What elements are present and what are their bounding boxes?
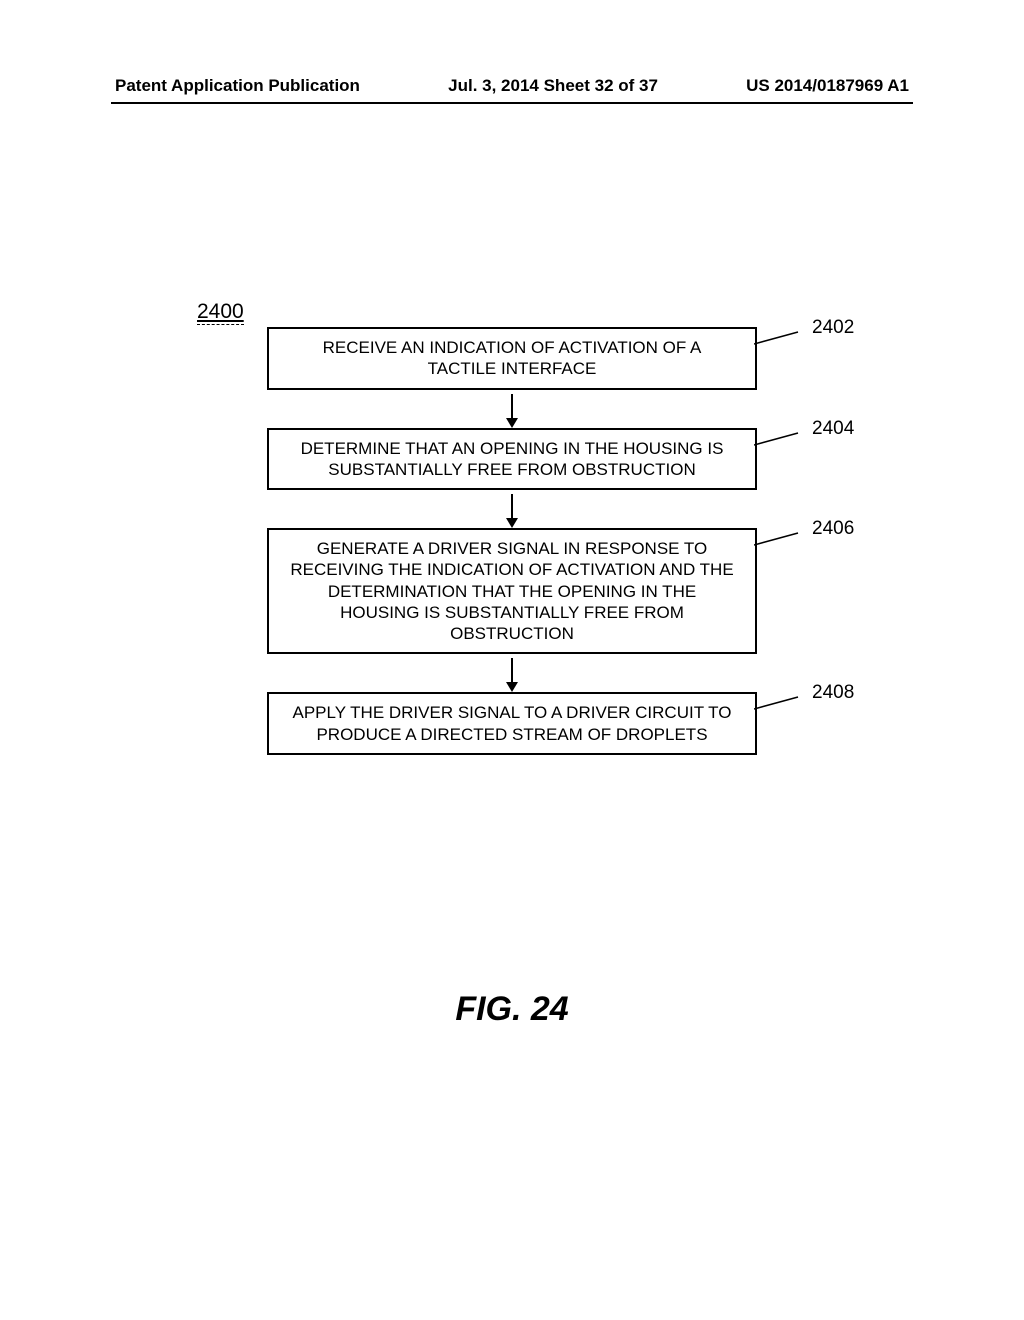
ref-connector-2406 — [754, 531, 810, 549]
flow-box-2402: RECEIVE AN INDICATION OF ACTIVATION OF A… — [267, 327, 757, 390]
figure-id: 2400 — [197, 300, 244, 325]
flow-arrow — [267, 490, 757, 528]
ref-connector-2404 — [754, 431, 810, 449]
flow-arrow — [267, 654, 757, 692]
flow-box-text: DETERMINE THAT AN OPENING IN THE HOUSING… — [301, 439, 724, 479]
ref-label-2404: 2404 — [812, 418, 854, 440]
flow-box-text: RECEIVE AN INDICATION OF ACTIVATION OF A… — [323, 338, 702, 378]
ref-connector-2402 — [754, 330, 810, 348]
flow-box-2406: GENERATE A DRIVER SIGNAL IN RESPONSE TO … — [267, 528, 757, 654]
ref-label-2406: 2406 — [812, 518, 854, 540]
arrow-head-icon — [506, 518, 518, 528]
page-header: Patent Application Publication Jul. 3, 2… — [0, 76, 1024, 96]
header-left: Patent Application Publication — [115, 76, 360, 96]
arrow-head-icon — [506, 418, 518, 428]
flow-arrow — [267, 390, 757, 428]
flowchart: RECEIVE AN INDICATION OF ACTIVATION OF A… — [222, 327, 802, 755]
arrow-head-icon — [506, 682, 518, 692]
header-right: US 2014/0187969 A1 — [746, 76, 909, 96]
ref-label-2408: 2408 — [812, 682, 854, 704]
figure-caption: FIG. 24 — [0, 990, 1024, 1029]
flow-box-2408: APPLY THE DRIVER SIGNAL TO A DRIVER CIRC… — [267, 692, 757, 755]
ref-label-2402: 2402 — [812, 317, 854, 339]
header-center: Jul. 3, 2014 Sheet 32 of 37 — [448, 76, 658, 96]
flow-box-2404: DETERMINE THAT AN OPENING IN THE HOUSING… — [267, 428, 757, 491]
ref-connector-2408 — [754, 695, 810, 713]
flow-box-text: APPLY THE DRIVER SIGNAL TO A DRIVER CIRC… — [293, 703, 732, 743]
header-rule — [111, 102, 913, 104]
flow-box-text: GENERATE A DRIVER SIGNAL IN RESPONSE TO … — [290, 539, 733, 643]
